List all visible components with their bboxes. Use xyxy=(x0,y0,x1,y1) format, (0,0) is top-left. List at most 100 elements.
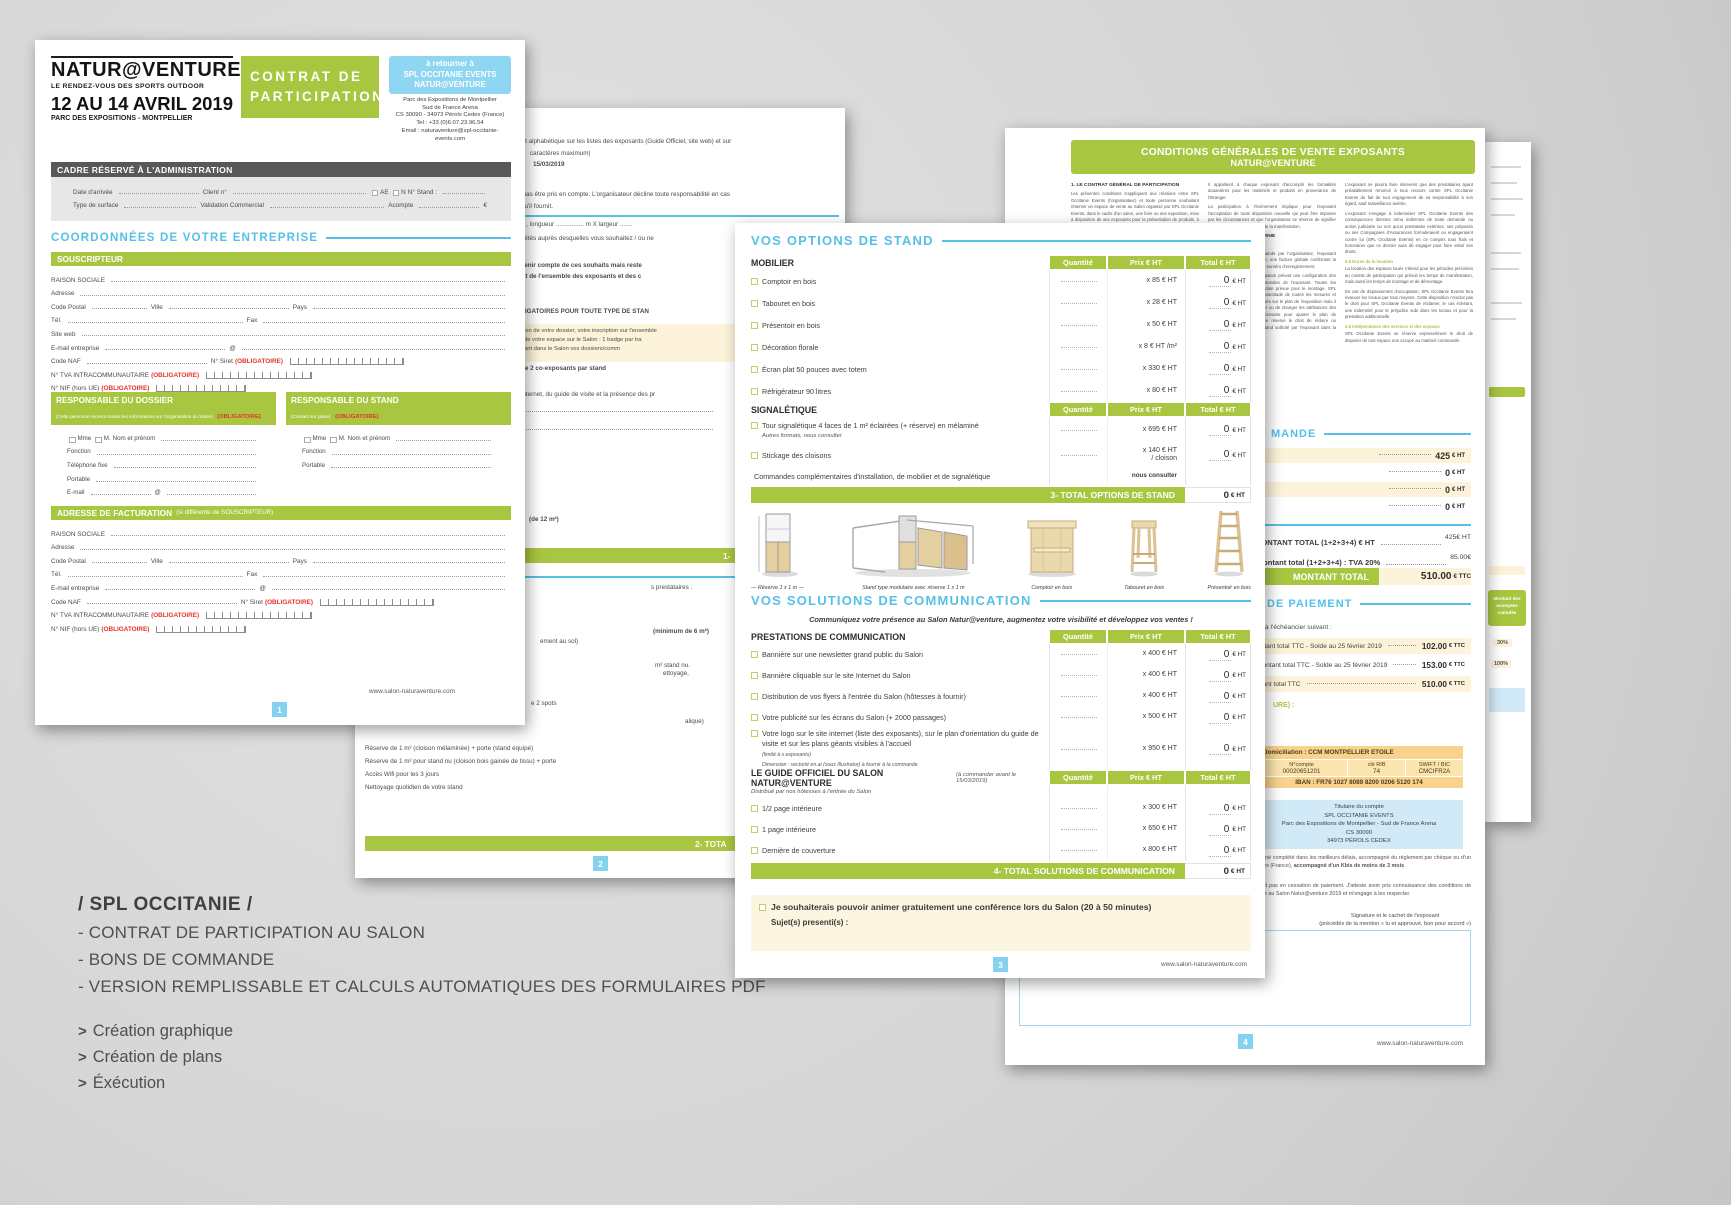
input-line[interactable] xyxy=(161,440,256,442)
caption-service: > Création de plans xyxy=(78,1048,223,1066)
input-line[interactable] xyxy=(80,294,505,296)
qty-input[interactable] xyxy=(1049,292,1107,314)
input-line[interactable] xyxy=(86,603,237,605)
option-checkbox[interactable] xyxy=(751,277,758,285)
options-page-3: VOS OPTIONS DE STAND MOBILIER Quantité P… xyxy=(735,223,1265,978)
souscripteur-fields: RAISON SOCIALE Adresse Code Postal Ville P… xyxy=(35,270,525,393)
ae-checkbox[interactable] xyxy=(371,189,379,197)
p2-fragment: ent de l'ensemble des exposants et des c xyxy=(518,273,642,280)
nif-boxes[interactable] xyxy=(156,385,247,393)
m-checkbox[interactable] xyxy=(330,436,337,444)
option-checkbox[interactable] xyxy=(751,714,758,722)
input-line[interactable] xyxy=(91,562,147,564)
input-line[interactable] xyxy=(67,321,243,323)
input-line[interactable] xyxy=(443,193,485,195)
input-line[interactable] xyxy=(232,193,366,195)
option-checkbox[interactable] xyxy=(751,343,758,351)
input-line[interactable] xyxy=(313,308,505,310)
option-checkbox[interactable] xyxy=(751,451,758,459)
input-line[interactable] xyxy=(263,321,505,323)
n-checkbox[interactable] xyxy=(392,189,400,197)
qty-input[interactable] xyxy=(1049,728,1107,770)
qty-input[interactable] xyxy=(1049,358,1107,380)
qty-input[interactable] xyxy=(1049,336,1107,358)
conference-checkbox[interactable] xyxy=(759,903,766,911)
input-line[interactable] xyxy=(113,467,256,469)
p2-input-line[interactable] xyxy=(523,429,713,430)
input-line[interactable] xyxy=(118,193,199,195)
input-line[interactable] xyxy=(168,308,289,310)
tva-boxes[interactable] xyxy=(206,612,313,620)
qty-input[interactable] xyxy=(1049,270,1107,292)
m-checkbox[interactable] xyxy=(95,436,102,444)
qty-input[interactable] xyxy=(1049,707,1107,728)
option-checkbox[interactable] xyxy=(751,672,758,680)
qty-input[interactable] xyxy=(1049,819,1107,840)
input-line[interactable] xyxy=(105,589,256,591)
input-line[interactable] xyxy=(110,535,505,537)
option-checkbox[interactable] xyxy=(751,729,758,737)
qty-input[interactable] xyxy=(1049,665,1107,686)
p2-fragment: caractères maximum) xyxy=(530,150,591,157)
option-checkbox[interactable] xyxy=(751,847,758,855)
input-line[interactable] xyxy=(396,440,491,442)
input-line[interactable] xyxy=(241,349,505,351)
option-row: Votre publicité sur les écrans du Salon … xyxy=(751,707,1251,728)
mme-checkbox[interactable] xyxy=(304,436,311,444)
tva-boxes[interactable] xyxy=(206,371,313,379)
option-checkbox[interactable] xyxy=(751,421,758,429)
option-checkbox[interactable] xyxy=(751,693,758,701)
option-checkbox[interactable] xyxy=(751,299,758,307)
input-line[interactable] xyxy=(81,335,505,337)
souscripteur-bar: SOUSCRIPTEUR xyxy=(51,252,511,266)
input-line[interactable] xyxy=(313,562,505,564)
p2-input-line[interactable] xyxy=(523,411,713,412)
input-line[interactable] xyxy=(91,308,147,310)
nif-boxes[interactable] xyxy=(156,625,247,633)
qty-input[interactable] xyxy=(1049,644,1107,665)
option-row: Comptoir en bois x 85 € HT 0 € HT xyxy=(751,270,1251,292)
input-line[interactable] xyxy=(331,453,491,455)
input-line[interactable] xyxy=(271,589,505,591)
input-line[interactable] xyxy=(166,494,256,496)
option-row: Bannière cliquable sur le site Internet … xyxy=(751,665,1251,686)
input-line[interactable] xyxy=(105,349,226,351)
montant-total-ht-row: MONTANT TOTAL (1+2+3+4) € HT 425 € HT xyxy=(1255,534,1471,547)
input-line[interactable] xyxy=(124,206,197,208)
p3-footer-url[interactable]: www.salon-naturaventure.com xyxy=(1161,961,1247,968)
input-line[interactable] xyxy=(419,206,480,208)
mme-checkbox[interactable] xyxy=(69,436,76,444)
input-line[interactable] xyxy=(331,467,491,469)
input-line[interactable] xyxy=(90,494,151,496)
p1-footer-url[interactable]: www.salon-naturaventure.com xyxy=(369,688,455,695)
option-checkbox[interactable] xyxy=(751,387,758,395)
qty-input[interactable] xyxy=(1049,840,1107,861)
siret-boxes[interactable] xyxy=(319,598,434,606)
option-checkbox[interactable] xyxy=(751,651,758,659)
siret-boxes[interactable] xyxy=(289,358,404,366)
bank-iban: IBAN : FR76 1027 8089 8200 0206 5120 174 xyxy=(1255,776,1463,788)
input-line[interactable] xyxy=(86,362,207,364)
input-line[interactable] xyxy=(80,548,505,550)
qty-input[interactable] xyxy=(1049,798,1107,819)
qty-header: Quantité xyxy=(1050,771,1106,784)
communication-heading: VOS SOLUTIONS DE COMMUNICATION xyxy=(751,593,1251,608)
qty-input[interactable] xyxy=(1049,417,1107,443)
bank-account-cell: N°compte 00020651201 xyxy=(1255,760,1347,776)
qty-input[interactable] xyxy=(1049,686,1107,707)
input-line[interactable] xyxy=(96,453,256,455)
qty-input[interactable] xyxy=(1049,443,1107,467)
input-line[interactable] xyxy=(110,281,505,283)
input-line[interactable] xyxy=(67,575,243,577)
qty-input[interactable] xyxy=(1049,380,1107,402)
input-line[interactable] xyxy=(168,562,289,564)
p4-footer-url[interactable]: www.salon-naturaventure.com xyxy=(1377,1040,1463,1047)
option-checkbox[interactable] xyxy=(751,321,758,329)
qty-input[interactable] xyxy=(1049,314,1107,336)
input-line[interactable] xyxy=(263,575,505,577)
option-checkbox[interactable] xyxy=(751,365,758,373)
input-line[interactable] xyxy=(96,480,256,482)
option-checkbox[interactable] xyxy=(751,805,758,813)
option-checkbox[interactable] xyxy=(751,826,758,834)
input-line[interactable] xyxy=(269,206,385,208)
